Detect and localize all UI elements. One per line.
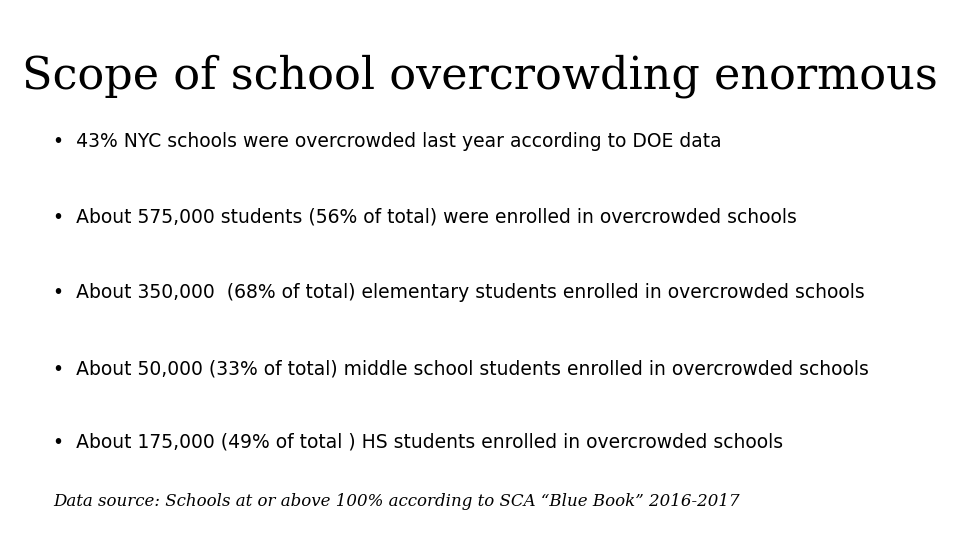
Text: •  About 575,000 students (56% of total) were enrolled in overcrowded schools: • About 575,000 students (56% of total) … — [53, 208, 797, 227]
Text: Data source: Schools at or above 100% according to SCA “Blue Book” 2016-2017: Data source: Schools at or above 100% ac… — [53, 494, 739, 510]
Text: •  About 50,000 (33% of total) middle school students enrolled in overcrowded sc: • About 50,000 (33% of total) middle sch… — [53, 359, 869, 378]
Text: Scope of school overcrowding enormous: Scope of school overcrowding enormous — [22, 54, 938, 98]
Text: •  About 350,000  (68% of total) elementary students enrolled in overcrowded sch: • About 350,000 (68% of total) elementar… — [53, 284, 865, 302]
Text: •  43% NYC schools were overcrowded last year according to DOE data: • 43% NYC schools were overcrowded last … — [53, 132, 721, 151]
Text: •  About 175,000 (49% of total ) HS students enrolled in overcrowded schools: • About 175,000 (49% of total ) HS stude… — [53, 432, 783, 451]
